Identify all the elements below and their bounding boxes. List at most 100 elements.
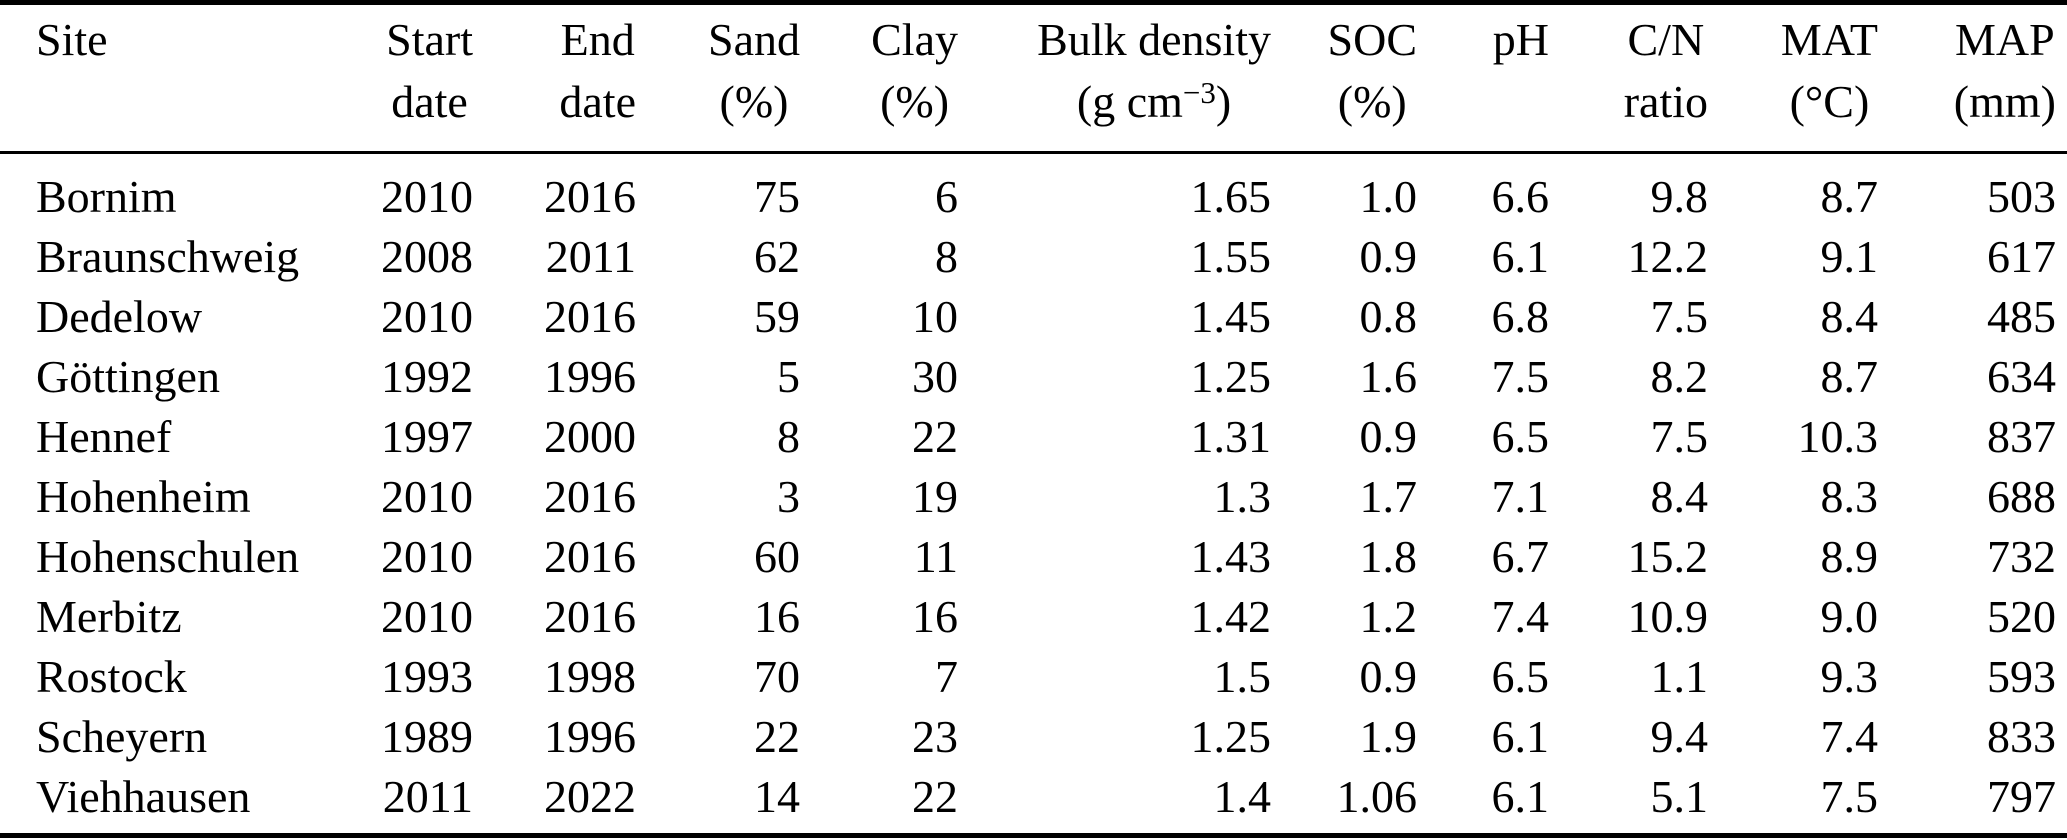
header-row: Site Start date End date Sand (%) Clay (%) Bulk d…: [0, 2, 2067, 154]
cell-ph: 6.1: [1491, 231, 1550, 282]
cell-mat: 8.7: [1820, 351, 1879, 402]
cell-ph: 6.7: [1491, 531, 1550, 582]
cell-mat: 8.9: [1820, 531, 1879, 582]
header-line2: (%): [1328, 71, 1417, 133]
cell-start-date: 2010: [381, 291, 473, 342]
cell-start-date: 1997: [381, 411, 473, 462]
cell-bulk-density: 1.3: [1213, 471, 1272, 522]
cell-soc: 0.9: [1359, 651, 1418, 702]
cell-mat: 8.3: [1820, 471, 1879, 522]
cell-soc: 0.9: [1359, 411, 1418, 462]
table-row: Rostock 1993 1998 70 7 1.5 0.9 6.5 1.1 9.3 593: [0, 647, 2067, 707]
table-row: Hohenschulen 2010 2016 60 11 1.43 1.8 6.7 15.2 8.…: [0, 527, 2067, 587]
cell-start-date: 2010: [381, 531, 473, 582]
header-line2: (g cm−3): [1037, 71, 1271, 133]
cell-soc: 0.8: [1359, 291, 1418, 342]
cell-sand: 59: [754, 291, 800, 342]
column-header-start-date: Start date: [340, 2, 473, 154]
cell-mat: 7.5: [1820, 771, 1879, 822]
cell-sand: 60: [754, 531, 800, 582]
cell-bulk-density: 1.4: [1213, 771, 1272, 822]
cell-site: Braunschweig: [36, 231, 300, 282]
header-line2: date: [559, 71, 636, 133]
cell-cn-ratio: 9.8: [1650, 171, 1709, 222]
table-row: Scheyern 1989 1996 22 23 1.25 1.9 6.1 9.4 7.4 833: [0, 707, 2067, 767]
cell-bulk-density: 1.25: [1190, 711, 1272, 762]
cell-cn-ratio: 9.4: [1650, 711, 1709, 762]
header-line2: (mm): [1954, 71, 2056, 133]
cell-sand: 5: [777, 351, 800, 402]
cell-map: 485: [1987, 291, 2056, 342]
cell-site: Rostock: [36, 651, 187, 702]
header-line1: Start: [386, 14, 473, 65]
cell-mat: 8.7: [1820, 171, 1879, 222]
cell-clay: 16: [912, 591, 958, 642]
cell-end-date: 1996: [544, 711, 636, 762]
cell-cn-ratio: 1.1: [1650, 651, 1709, 702]
cell-site: Viehhausen: [36, 771, 251, 822]
column-header-map: MAP (mm): [1878, 2, 2067, 154]
cell-map: 837: [1987, 411, 2056, 462]
cell-end-date: 1996: [544, 351, 636, 402]
cell-mat: 9.0: [1820, 591, 1879, 642]
cell-clay: 22: [912, 771, 958, 822]
cell-soc: 1.0: [1359, 171, 1418, 222]
cell-map: 797: [1987, 771, 2056, 822]
cell-bulk-density: 1.55: [1190, 231, 1272, 282]
cell-soc: 1.7: [1359, 471, 1418, 522]
column-header-sand: Sand (%): [636, 2, 800, 154]
cell-ph: 6.5: [1491, 411, 1550, 462]
column-header-label: SOC (%): [1328, 9, 1417, 133]
cell-site: Hohenschulen: [36, 531, 300, 582]
cell-ph: 6.8: [1491, 291, 1550, 342]
cell-clay: 22: [912, 411, 958, 462]
header-unit-text: (%): [1337, 76, 1407, 127]
cell-sand: 3: [777, 471, 800, 522]
column-header-label: Sand (%): [708, 9, 800, 133]
header-line2: date: [386, 71, 473, 133]
cell-bulk-density: 1.31: [1190, 411, 1272, 462]
table-row: Göttingen 1992 1996 5 30 1.25 1.6 7.5 8.2 8.7 634: [0, 347, 2067, 407]
header-line1: MAP: [1955, 14, 2055, 65]
cell-mat: 9.3: [1820, 651, 1879, 702]
cell-ph: 6.5: [1491, 651, 1550, 702]
cell-cn-ratio: 7.5: [1650, 411, 1709, 462]
cell-clay: 8: [935, 231, 958, 282]
cell-mat: 9.1: [1820, 231, 1879, 282]
cell-map: 520: [1987, 591, 2056, 642]
cell-site: Hohenheim: [36, 471, 251, 522]
header-line1: End: [560, 14, 635, 65]
column-header-end-date: End date: [473, 2, 636, 154]
cell-ph: 7.4: [1491, 591, 1550, 642]
header-line2: (%): [708, 71, 800, 133]
cell-sand: 22: [754, 711, 800, 762]
cell-ph: 6.6: [1491, 171, 1550, 222]
cell-cn-ratio: 7.5: [1650, 291, 1709, 342]
table-header: Site Start date End date Sand (%) Clay (%) Bulk d…: [0, 2, 2067, 154]
column-header-label: Site: [36, 9, 108, 71]
header-line1: Site: [36, 14, 108, 65]
header-unit-text: date: [391, 76, 468, 127]
cell-bulk-density: 1.43: [1190, 531, 1272, 582]
cell-site: Dedelow: [36, 291, 203, 342]
cell-cn-ratio: 5.1: [1650, 771, 1709, 822]
header-line1: Bulk density: [1037, 14, 1271, 65]
header-unit-exponent: −3: [1182, 75, 1216, 110]
table-row: Hennef 1997 2000 8 22 1.31 0.9 6.5 7.5 10.3 837: [0, 407, 2067, 467]
cell-cn-ratio: 10.9: [1627, 591, 1709, 642]
cell-map: 732: [1987, 531, 2056, 582]
cell-bulk-density: 1.45: [1190, 291, 1272, 342]
header-unit-text: (mm): [1953, 76, 2056, 127]
table-row: Dedelow 2010 2016 59 10 1.45 0.8 6.8 7.5 8.4 485: [0, 287, 2067, 347]
cell-end-date: 1998: [544, 651, 636, 702]
column-header-soc: SOC (%): [1271, 2, 1417, 154]
cell-mat: 7.4: [1820, 711, 1879, 762]
cell-soc: 1.6: [1359, 351, 1418, 402]
column-header-site: Site: [0, 2, 340, 154]
cell-ph: 7.5: [1491, 351, 1550, 402]
cell-cn-ratio: 15.2: [1627, 531, 1709, 582]
cell-map: 688: [1987, 471, 2056, 522]
header-unit-text: ratio: [1623, 76, 1708, 127]
cell-cn-ratio: 8.2: [1650, 351, 1709, 402]
